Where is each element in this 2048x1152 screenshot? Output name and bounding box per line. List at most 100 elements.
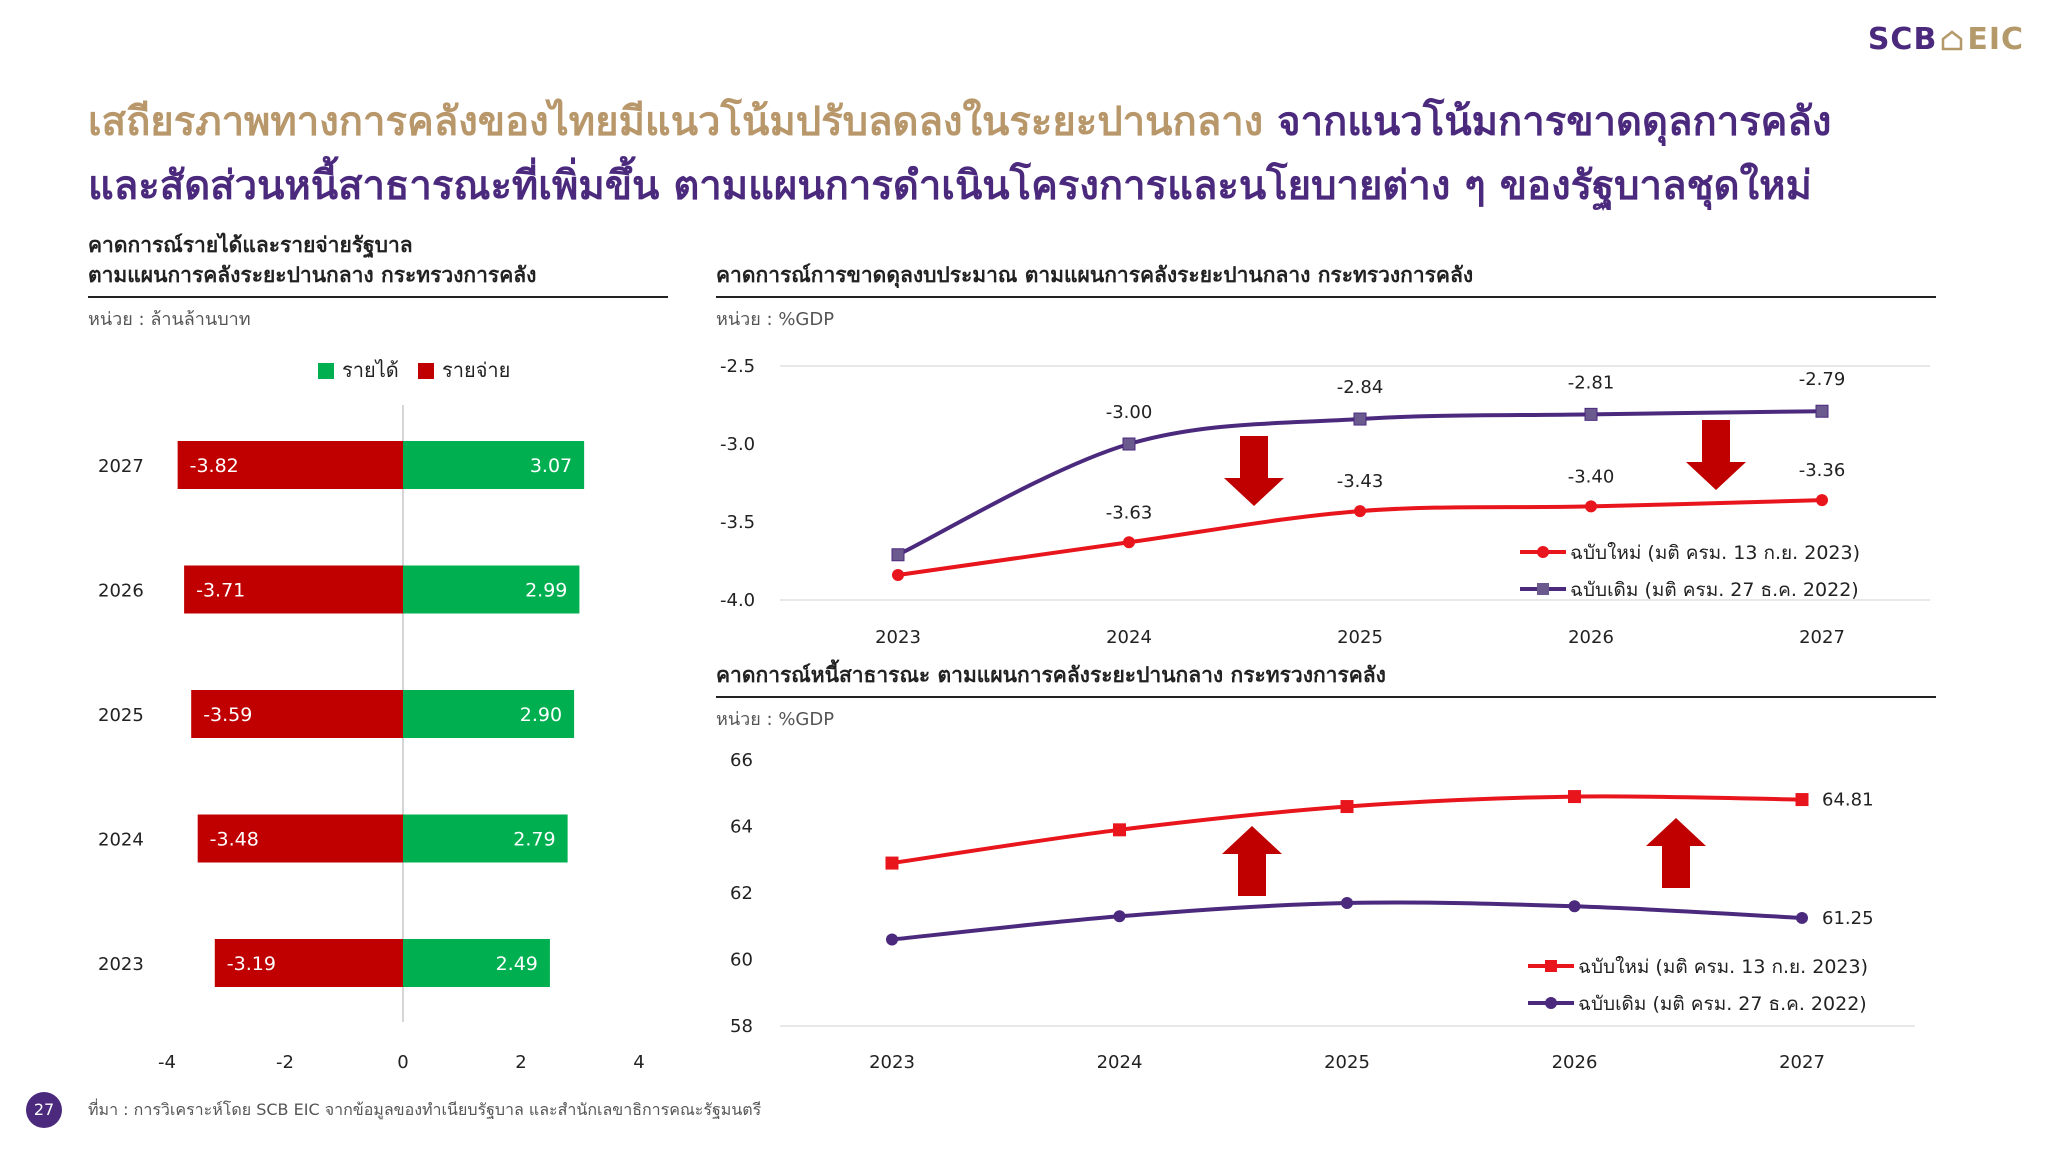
revenue-value-label: 2.49 (496, 953, 538, 975)
bar-category-label: 2027 (98, 456, 144, 477)
expenditure-value-label: -3.48 (210, 829, 259, 851)
deficit-point-new (1585, 500, 1597, 513)
bar-chart-unit: หน่วย : ล้านล้านบาท (88, 309, 251, 330)
debt-point-new (1340, 800, 1354, 814)
expenditure-value-label: -3.59 (203, 704, 252, 726)
deficit-y-tick-label: -3.5 (720, 512, 755, 533)
bar-x-tick-label: -2 (276, 1052, 294, 1073)
deficit-point-new (1816, 494, 1828, 507)
bar-category-label: 2026 (98, 581, 144, 602)
revenue-bar (403, 814, 568, 863)
deficit-x-tick-label: 2026 (1568, 627, 1614, 648)
deficit-chart-title-rule (716, 296, 1936, 298)
bar-category-label: 2025 (98, 705, 144, 726)
deficit-chart-unit: หน่วย : %GDP (716, 309, 835, 330)
deficit-legend-label-old: ฉบับเดิม (มติ ครม. 27 ธ.ค. 2022) (1570, 579, 1859, 601)
deficit-data-label-new: -3.43 (1337, 471, 1384, 492)
deficit-legend-marker-new (1537, 546, 1549, 558)
logo: SCB EIC (1868, 22, 2024, 57)
deficit-x-tick-label: 2025 (1337, 627, 1383, 648)
deficit-legend-marker-old (1537, 583, 1549, 595)
debt-point-old (886, 933, 898, 946)
debt-point-old (1568, 900, 1581, 913)
bar-chart-title-line-1: คาดการณ์รายได้และรายจ่ายรัฐบาล (88, 233, 413, 257)
deficit-point-old (1584, 407, 1598, 421)
deficit-point-old (891, 548, 905, 562)
page-number: 27 (26, 1092, 62, 1128)
house-icon (1942, 30, 1963, 51)
debt-x-tick-label: 2025 (1324, 1052, 1370, 1073)
deficit-x-tick-label: 2024 (1106, 627, 1152, 648)
expenditure-value-label: -3.71 (196, 580, 245, 602)
debt-point-new (1568, 790, 1581, 804)
debt-point-old (1796, 911, 1808, 924)
revenue-value-label: 2.90 (520, 704, 562, 726)
debt-y-tick-label: 62 (730, 883, 753, 904)
expenditure-bar (197, 814, 403, 863)
revenue-bar (403, 565, 580, 614)
debt-data-label-new: 64.81 (1822, 790, 1874, 811)
debt-y-tick-label: 66 (730, 750, 753, 771)
deficit-point-old (1815, 404, 1829, 418)
deficit-chart-title: คาดการณ์การขาดดุลงบประมาณ ตามแผนการคลังร… (716, 263, 1474, 287)
legend-swatch-expenditure (418, 363, 434, 379)
expenditure-value-label: -3.82 (190, 455, 239, 477)
debt-y-tick-label: 58 (730, 1016, 753, 1037)
bar-chart-title: คาดการณ์รายได้และรายจ่ายรัฐบาล ตามแผนการ… (88, 230, 536, 290)
deficit-x-tick-label: 2027 (1799, 627, 1845, 648)
source-note: ที่มา : การวิเคราะห์โดย SCB EIC จากข้อมู… (88, 1100, 762, 1119)
revenue-value-label: 2.79 (513, 829, 555, 851)
debt-data-label-old: 61.25 (1822, 908, 1874, 929)
deficit-point-new (1123, 536, 1135, 549)
debt-point-old (1341, 896, 1353, 909)
expenditure-bar (177, 441, 403, 489)
deficit-data-label-new: -3.40 (1568, 466, 1615, 487)
bar-chart-title-line-2: ตามแผนการคลังระยะปานกลาง กระทรวงการคลัง (88, 263, 537, 287)
revenue-bar (403, 690, 575, 738)
debt-point-new (1113, 823, 1126, 837)
deficit-data-label-old: -3.00 (1106, 402, 1153, 423)
bar-x-tick-label: 0 (397, 1052, 408, 1073)
debt-point-old (1113, 910, 1126, 923)
deficit-point-new (892, 569, 904, 582)
revenue-bar (403, 441, 585, 489)
expenditure-value-label: -3.19 (227, 953, 276, 975)
deficit-x-tick-label: 2023 (875, 627, 921, 648)
revenue-value-label: 2.99 (525, 580, 567, 602)
debt-up-arrow-icon (1646, 818, 1706, 888)
deficit-y-tick-label: -4.0 (720, 590, 755, 611)
debt-legend-label-old: ฉบับเดิม (มติ ครม. 27 ธ.ค. 2022) (1578, 993, 1867, 1015)
legend-label-revenue: รายได้ (342, 358, 399, 382)
legend-label-expenditure: รายจ่าย (442, 358, 510, 382)
logo-eic-text: EIC (1967, 22, 2024, 57)
bar-x-tick-label: 4 (633, 1052, 644, 1073)
deficit-down-arrow-icon (1686, 420, 1746, 490)
deficit-point-new (1354, 505, 1366, 518)
deficit-point-old (1122, 437, 1136, 451)
deficit-point-old (1353, 412, 1367, 426)
bar-category-label: 2023 (98, 954, 144, 975)
bar-chart-title-rule (88, 296, 668, 298)
deficit-data-label-new: -3.63 (1106, 502, 1153, 523)
revenue-value-label: 3.07 (530, 455, 572, 477)
deficit-y-tick-label: -3.0 (720, 434, 755, 455)
debt-chart-title-rule (716, 696, 1936, 698)
debt-chart-unit: หน่วย : %GDP (716, 709, 835, 730)
deficit-data-label-new: -3.36 (1799, 460, 1846, 481)
deficit-legend-label-new: ฉบับใหม่ (มติ ครม. 13 ก.ย. 2023) (1570, 542, 1860, 564)
page-title: เสถียรภาพทางการคลังของไทยมีแนวโน้มปรับลด… (88, 90, 1968, 218)
debt-point-new (885, 856, 899, 870)
deficit-data-label-old: -2.81 (1568, 372, 1615, 393)
logo-scb-text: SCB (1867, 22, 1938, 57)
debt-up-arrow-icon (1222, 826, 1282, 896)
deficit-data-label-old: -2.84 (1337, 377, 1384, 398)
bar-x-tick-label: 2 (515, 1052, 526, 1073)
deficit-data-label-old: -2.79 (1799, 369, 1846, 390)
bar-x-tick-label: -4 (158, 1052, 176, 1073)
debt-point-new (1795, 793, 1809, 807)
debt-x-tick-label: 2023 (869, 1052, 915, 1073)
debt-x-tick-label: 2027 (1779, 1052, 1825, 1073)
debt-y-tick-label: 64 (730, 817, 753, 838)
title-part-3: และสัดส่วนหนี้สาธารณะที่เพิ่มขึ้น ตามแผน… (88, 163, 1812, 209)
